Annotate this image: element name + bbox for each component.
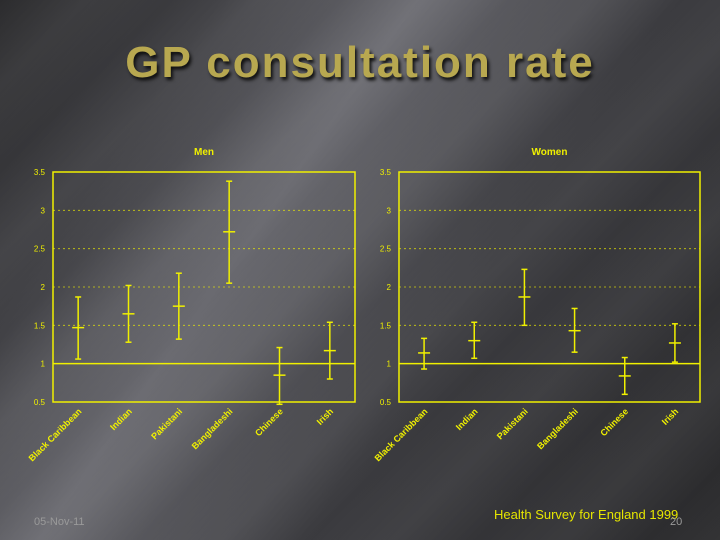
plot-frame xyxy=(52,171,356,403)
page-number: 20 xyxy=(670,516,683,528)
x-tick-label: Chinese xyxy=(598,406,630,438)
footer-date: 05-Nov-11 xyxy=(34,516,85,528)
y-tick-label: 1 xyxy=(387,360,392,369)
y-tick-label: 0.5 xyxy=(380,398,392,407)
x-tick-label: Bangladeshi xyxy=(190,406,235,451)
y-tick-label: 1.5 xyxy=(380,321,392,330)
x-tick-label: Indian xyxy=(108,406,134,432)
y-tick-label: 2 xyxy=(41,283,46,292)
source-caption: Health Survey for England 1999 xyxy=(494,507,679,522)
x-tick-label: Black Caribbean xyxy=(27,406,84,463)
y-tick-label: 2.5 xyxy=(380,245,392,254)
y-tick-label: 3.5 xyxy=(34,168,46,177)
x-tick-label: Indian xyxy=(454,406,480,432)
x-tick-label: Bangladeshi xyxy=(535,406,580,451)
y-tick-label: 3 xyxy=(41,206,46,215)
chart-title: Men xyxy=(194,147,214,158)
x-tick-label: Pakistani xyxy=(495,406,530,441)
x-tick-label: Black Caribbean xyxy=(373,406,430,463)
chart-title: Women xyxy=(532,147,568,158)
x-tick-label: Chinese xyxy=(253,406,285,438)
y-tick-label: 3.5 xyxy=(380,168,392,177)
plot-frame xyxy=(398,171,701,403)
x-tick-label: Irish xyxy=(315,406,336,427)
x-tick-label: Pakistani xyxy=(149,406,184,441)
y-tick-label: 3 xyxy=(387,206,392,215)
y-tick-label: 1 xyxy=(41,360,46,369)
y-tick-label: 2 xyxy=(387,283,392,292)
x-tick-label: Irish xyxy=(660,406,681,427)
slide-title: GP consultation rate xyxy=(125,38,595,87)
y-tick-label: 2.5 xyxy=(34,245,46,254)
y-tick-label: 1.5 xyxy=(34,321,46,330)
y-tick-label: 0.5 xyxy=(34,398,46,407)
